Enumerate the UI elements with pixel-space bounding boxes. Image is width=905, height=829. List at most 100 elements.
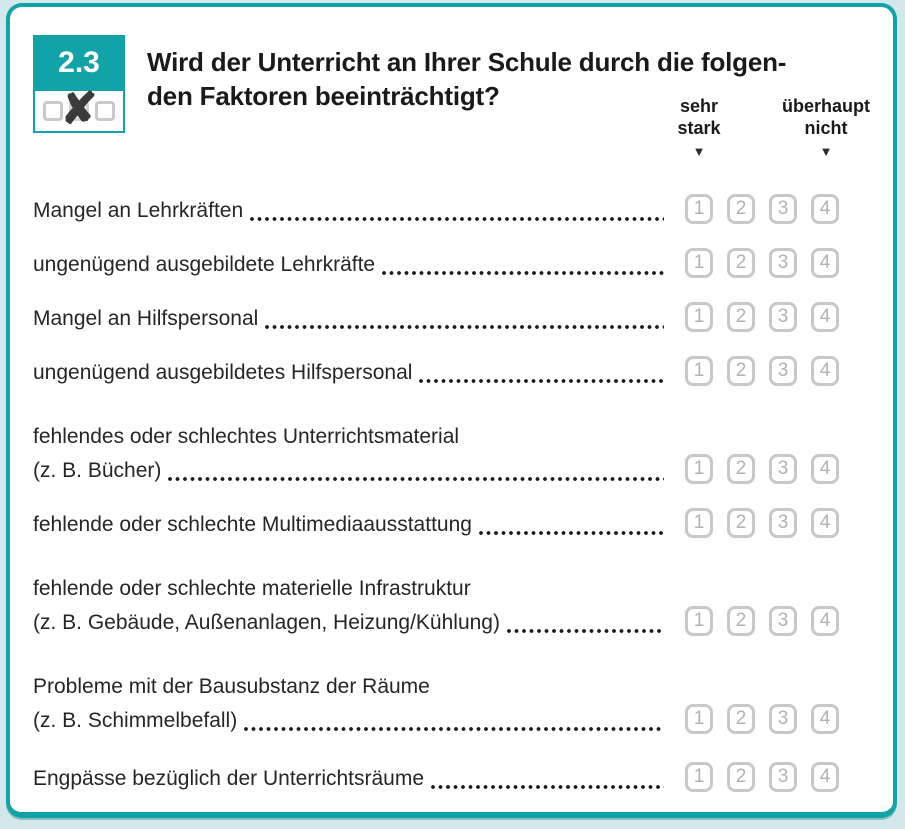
rating-box-2[interactable]: 2 <box>727 606 755 636</box>
scale-label-left: sehr stark ▼ <box>639 95 759 159</box>
rating-box-3[interactable]: 3 <box>769 606 797 636</box>
rating-box-4[interactable]: 4 <box>811 302 839 332</box>
item-label: Engpässe bezüglich der Unterrichtsräume <box>33 762 672 796</box>
rating-box-2[interactable]: 2 <box>727 762 755 792</box>
rating-box-3[interactable]: 3 <box>769 194 797 224</box>
rating-box-4[interactable]: 4 <box>811 606 839 636</box>
item-label-text: fehlende oder schlechte Multimediaaussta… <box>33 513 472 536</box>
item-label-text: (z. B. Schimmelbefall) <box>33 709 238 732</box>
rating-box-3[interactable]: 3 <box>769 762 797 792</box>
item-label-line: ungenügend ausgebildetes Hilfspersonal <box>33 356 672 390</box>
item-label: fehlende oder schlechte Multimediaaussta… <box>33 508 672 542</box>
item-label-text: fehlende oder schlechte materielle Infra… <box>33 577 471 600</box>
rating-box-2[interactable]: 2 <box>727 356 755 386</box>
dotted-leader <box>168 454 664 488</box>
question-number-badge: 2.3 ✘ <box>33 35 125 133</box>
item-label-line: (z. B. Gebäude, Außenanlagen, Heizung/Kü… <box>33 606 672 640</box>
questionnaire-card: 2.3 ✘ Wird der Unterricht an Ihrer Schul… <box>6 3 897 818</box>
question-item-row: Probleme mit der Bausubstanz der Räume (z… <box>33 670 839 738</box>
rating-box-4[interactable]: 4 <box>811 704 839 734</box>
rating-box-1[interactable]: 1 <box>685 606 713 636</box>
rating-box-4[interactable]: 4 <box>811 762 839 792</box>
item-label: fehlendes oder schlechtes Unterrichtsmat… <box>33 420 672 488</box>
rating-box-1[interactable]: 1 <box>685 248 713 278</box>
item-label-line: fehlendes oder schlechtes Unterrichtsmat… <box>33 420 672 454</box>
rating-box-2[interactable]: 2 <box>727 454 755 484</box>
question-title-line: Wird der Unterricht an Ihrer Schule durc… <box>147 47 787 77</box>
rating-box-4[interactable]: 4 <box>811 194 839 224</box>
question-item-row: fehlendes oder schlechtes Unterrichtsmat… <box>33 420 839 488</box>
item-label-line: (z. B. Bücher) <box>33 454 672 488</box>
item-label-line: Probleme mit der Bausubstanz der Räume <box>33 670 672 704</box>
dotted-leader <box>265 302 664 336</box>
dotted-leader <box>250 194 664 228</box>
rating-box-3[interactable]: 3 <box>769 454 797 484</box>
item-label-line: (z. B. Schimmelbefall) <box>33 704 672 738</box>
scale-label-left-line: sehr <box>679 96 719 116</box>
rating-box-3[interactable]: 3 <box>769 302 797 332</box>
item-label-text: fehlendes oder schlechtes Unterrichtsmat… <box>33 425 460 448</box>
item-label: Mangel an Hilfspersonal <box>33 302 672 336</box>
rating-box-4[interactable]: 4 <box>811 454 839 484</box>
scale-label-left-line: stark <box>677 118 721 138</box>
scale-label-right-line: nicht <box>804 118 848 138</box>
rating-box-3[interactable]: 3 <box>769 248 797 278</box>
dotted-leader <box>382 248 664 282</box>
item-label: ungenügend ausgebildete Lehrkräfte <box>33 248 672 282</box>
rating-box-2[interactable]: 2 <box>727 302 755 332</box>
rating-box-3[interactable]: 3 <box>769 356 797 386</box>
question-header: 2.3 ✘ Wird der Unterricht an Ihrer Schul… <box>33 35 786 133</box>
rating-box-4[interactable]: 4 <box>811 356 839 386</box>
dotted-leader <box>478 508 664 542</box>
rating-box-1[interactable]: 1 <box>685 302 713 332</box>
question-item-row: ungenügend ausgebildetes Hilfspersonal 1… <box>33 356 839 390</box>
rating-box-2[interactable]: 2 <box>727 704 755 734</box>
rating-box-2[interactable]: 2 <box>727 194 755 224</box>
rating-box-3[interactable]: 3 <box>769 704 797 734</box>
example-checkbox-icon <box>69 101 89 121</box>
question-number: 2.3 <box>33 35 125 91</box>
rating-box-2[interactable]: 2 <box>727 508 755 538</box>
item-label: Mangel an Lehrkräften <box>33 194 672 228</box>
rating-box-1[interactable]: 1 <box>685 762 713 792</box>
rating-box-1[interactable]: 1 <box>685 704 713 734</box>
item-label-text: Mangel an Lehrkräften <box>33 199 244 222</box>
rating-box-4[interactable]: 4 <box>811 508 839 538</box>
example-checkbox-icon <box>43 101 63 121</box>
rating-box-4[interactable]: 4 <box>811 248 839 278</box>
dotted-leader <box>506 606 664 640</box>
question-item-row: fehlende oder schlechte Multimediaaussta… <box>33 508 839 542</box>
item-label-text: ungenügend ausgebildete Lehrkräfte <box>33 253 376 276</box>
item-label-text: ungenügend ausgebildetes Hilfspersonal <box>33 361 413 384</box>
scale-label-right-line: überhaupt <box>782 96 870 116</box>
item-label-text: Mangel an Hilfspersonal <box>33 307 259 330</box>
item-label-line: fehlende oder schlechte Multimediaaussta… <box>33 508 672 542</box>
item-label-line: Mangel an Hilfspersonal <box>33 302 672 336</box>
question-item-row: fehlende oder schlechte materielle Infra… <box>33 572 839 640</box>
rating-box-1[interactable]: 1 <box>685 508 713 538</box>
rating-box-2[interactable]: 2 <box>727 248 755 278</box>
question-item-row: Engpässe bezüglich der Unterrichtsräume … <box>33 762 839 796</box>
item-label: fehlende oder schlechte materielle Infra… <box>33 572 672 640</box>
dotted-leader <box>419 356 664 390</box>
checkbox-example: ✘ <box>33 87 125 133</box>
item-label-line: fehlende oder schlechte materielle Infra… <box>33 572 672 606</box>
dotted-leader <box>431 762 664 796</box>
item-label-text: Probleme mit der Bausubstanz der Räume <box>33 675 430 698</box>
rating-box-1[interactable]: 1 <box>685 356 713 386</box>
rating-box-3[interactable]: 3 <box>769 508 797 538</box>
rating-box-1[interactable]: 1 <box>685 194 713 224</box>
item-label: ungenügend ausgebildetes Hilfspersonal <box>33 356 672 390</box>
arrow-down-icon: ▼ <box>692 144 706 159</box>
rating-box-1[interactable]: 1 <box>685 454 713 484</box>
